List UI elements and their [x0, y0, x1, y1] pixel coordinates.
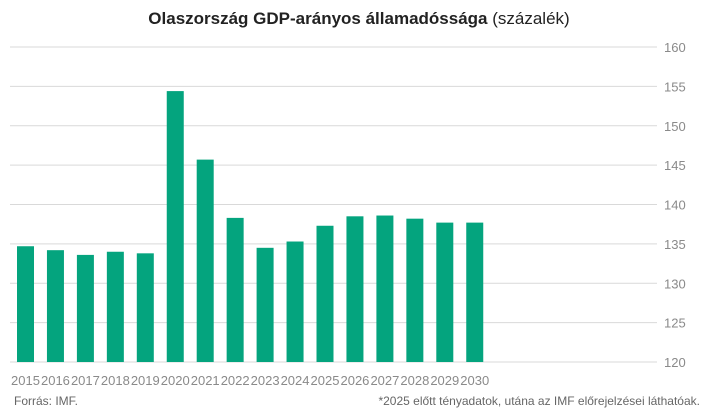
y-tick-label: 135: [664, 237, 686, 252]
x-tick-label: 2029: [430, 373, 459, 388]
bar-2023: [256, 247, 274, 362]
bar-2017: [76, 254, 94, 362]
x-tick-label: 2026: [340, 373, 369, 388]
x-tick-label: 2030: [460, 373, 489, 388]
bar-2025: [316, 225, 334, 362]
x-tick-label: 2021: [191, 373, 220, 388]
y-tick-label: 155: [664, 79, 686, 94]
bar-2028: [406, 218, 424, 362]
x-tick-label: 2017: [71, 373, 100, 388]
bar-2015: [17, 246, 34, 362]
bar-2026: [346, 216, 364, 362]
x-tick-label: 2027: [370, 373, 399, 388]
x-tick-label: 2023: [251, 373, 280, 388]
x-tick-label: 2015: [11, 373, 40, 388]
x-tick-label: 2020: [161, 373, 190, 388]
y-tick-label: 130: [664, 276, 686, 291]
chart-title-main: Olaszország GDP-arányos államadóssága: [148, 9, 488, 28]
bar-2016: [46, 250, 64, 362]
bar-2024: [286, 241, 304, 362]
bar-2030: [466, 222, 484, 362]
x-tick-label: 2019: [131, 373, 160, 388]
y-tick-label: 140: [664, 198, 686, 213]
x-tick-label: 2018: [101, 373, 130, 388]
x-tick-label: 2024: [281, 373, 310, 388]
bar-2020: [166, 91, 184, 362]
y-tick-label: 150: [664, 119, 686, 134]
bar-2027: [376, 215, 394, 362]
source-note: Forrás: IMF.: [14, 394, 79, 408]
bar-2019: [136, 253, 154, 362]
y-tick-label: 120: [664, 355, 686, 370]
x-tick-label: 2016: [41, 373, 70, 388]
x-tick-label: 2028: [400, 373, 429, 388]
x-tick-label: 2025: [311, 373, 340, 388]
chart-subtitle: (százalék): [492, 9, 570, 28]
forecast-note: *2025 előtt tényadatok, utána az IMF elő…: [378, 394, 700, 408]
y-tick-label: 145: [664, 158, 686, 173]
x-tick-label: 2022: [221, 373, 250, 388]
bar-2021: [196, 159, 214, 362]
bar-2022: [226, 217, 244, 362]
bar-2029: [436, 222, 454, 362]
bar-2018: [106, 251, 124, 362]
chart-title: Olaszország GDP-arányos államadóssága (s…: [0, 9, 718, 29]
y-tick-label: 160: [664, 40, 686, 55]
y-tick-label: 125: [664, 316, 686, 331]
